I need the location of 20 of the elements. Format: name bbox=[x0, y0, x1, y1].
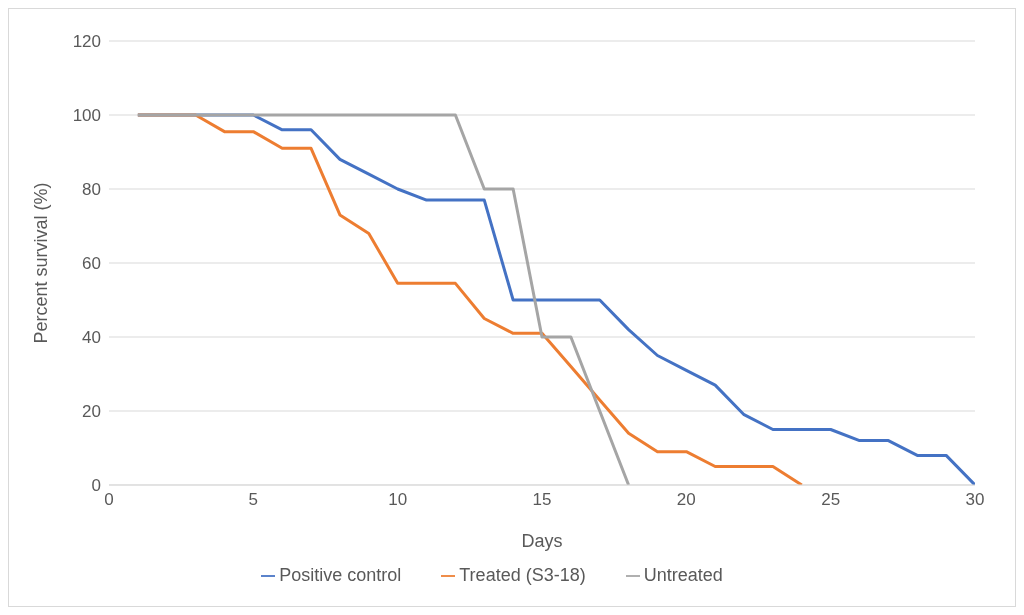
y-tick-label: 80 bbox=[82, 180, 101, 200]
x-tick-label: 15 bbox=[532, 490, 552, 510]
x-tick-label: 0 bbox=[104, 490, 114, 510]
y-axis-title: Percent survival (%) bbox=[31, 182, 52, 344]
legend-label: Untreated bbox=[643, 565, 723, 585]
legend-label: Treated (S3-18) bbox=[459, 565, 586, 585]
y-tick-label: 60 bbox=[82, 254, 101, 274]
x-axis-title: Days bbox=[521, 531, 563, 551]
x-tick-label: 25 bbox=[821, 490, 841, 510]
y-tick-label: 100 bbox=[72, 106, 101, 126]
x-tick-label: 5 bbox=[248, 490, 259, 510]
x-tick-label: 20 bbox=[676, 490, 696, 510]
y-tick-label: 40 bbox=[82, 328, 101, 348]
y-tick-label: 0 bbox=[91, 476, 101, 496]
x-tick-label: 30 bbox=[965, 490, 985, 510]
y-tick-label: 120 bbox=[72, 32, 101, 52]
x-tick-label: 10 bbox=[388, 490, 408, 510]
line-series bbox=[136, 113, 631, 485]
legend-label: Positive control bbox=[279, 565, 402, 585]
y-tick-label: 20 bbox=[82, 402, 101, 422]
